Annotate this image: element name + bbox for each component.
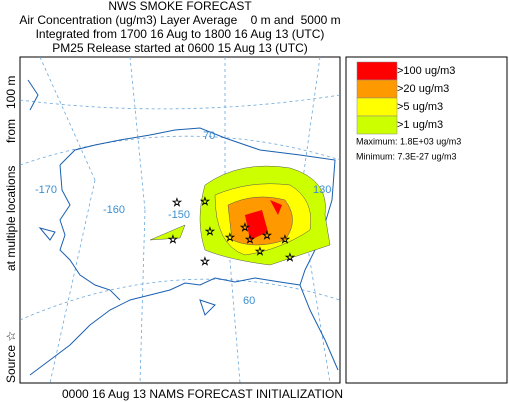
- map-label: 60: [243, 295, 255, 307]
- legend-swatch: [356, 97, 398, 117]
- legend-swatch: [356, 61, 398, 81]
- svg-text:☆: ☆: [200, 196, 210, 208]
- legend-label: >5 ug/m3: [397, 101, 443, 113]
- svg-text:☆: ☆: [262, 230, 272, 242]
- legend-swatch: [356, 79, 398, 99]
- svg-text:☆: ☆: [200, 256, 210, 268]
- svg-text:☆: ☆: [168, 234, 178, 246]
- svg-text:☆: ☆: [240, 222, 250, 234]
- svg-text:☆: ☆: [205, 226, 215, 238]
- legend-maximum: Maximum: 1.8E+03 ug/m3: [356, 136, 461, 146]
- map-label: -170: [35, 184, 57, 196]
- island: [199, 299, 216, 316]
- footer: 0000 16 Aug 13 NAMS FORECAST INITIALIZAT…: [62, 387, 343, 401]
- svg-text:☆: ☆: [285, 252, 295, 264]
- side-label: Source ☆ at multiple locations from 100 …: [4, 76, 18, 383]
- map: ☆ ☆☆ ☆ ☆ ☆ ☆ ☆☆ ☆☆☆ -170 -160 -150 70 130 60: [19, 56, 341, 384]
- svg-text:☆: ☆: [255, 246, 265, 258]
- map-label: 70: [203, 130, 215, 142]
- title: NWS SMOKE FORECAST: [108, 0, 252, 13]
- legend-label: >100 ug/m3: [397, 65, 455, 77]
- smoke-plume: [149, 165, 331, 266]
- svg-text:☆: ☆: [280, 234, 290, 246]
- map-label: -160: [103, 204, 125, 216]
- map-label: -150: [168, 209, 190, 221]
- side-label-part: at multiple locations: [4, 166, 18, 271]
- map-label: 130: [313, 184, 331, 196]
- source-markers: ☆ ☆☆ ☆ ☆ ☆ ☆ ☆☆ ☆☆☆: [168, 196, 296, 269]
- legend: Maximum: 1.8E+03 ug/m3 Minimum: 7.3E-27 …: [345, 56, 508, 384]
- subtitle: PM25 Release started at 0600 15 Aug 13 (…: [52, 41, 307, 55]
- legend-swatch: [356, 115, 398, 135]
- svg-text:☆: ☆: [225, 232, 235, 244]
- svg-text:☆: ☆: [172, 197, 182, 209]
- island: [38, 227, 56, 241]
- coastline: [27, 79, 339, 376]
- svg-text:☆: ☆: [245, 234, 255, 246]
- subtitle: Integrated from 1700 16 Aug to 1800 16 A…: [36, 27, 325, 41]
- legend-minimum: Minimum: 7.3E-27 ug/m3: [356, 151, 457, 161]
- legend-label: >1 ug/m3: [397, 119, 443, 131]
- subtitle: Air Concentration (ug/m3) Layer Average …: [19, 13, 340, 27]
- legend-label: >20 ug/m3: [397, 83, 449, 95]
- side-label-part: from 100 m: [4, 76, 18, 143]
- side-label-part: Source ☆: [4, 331, 18, 383]
